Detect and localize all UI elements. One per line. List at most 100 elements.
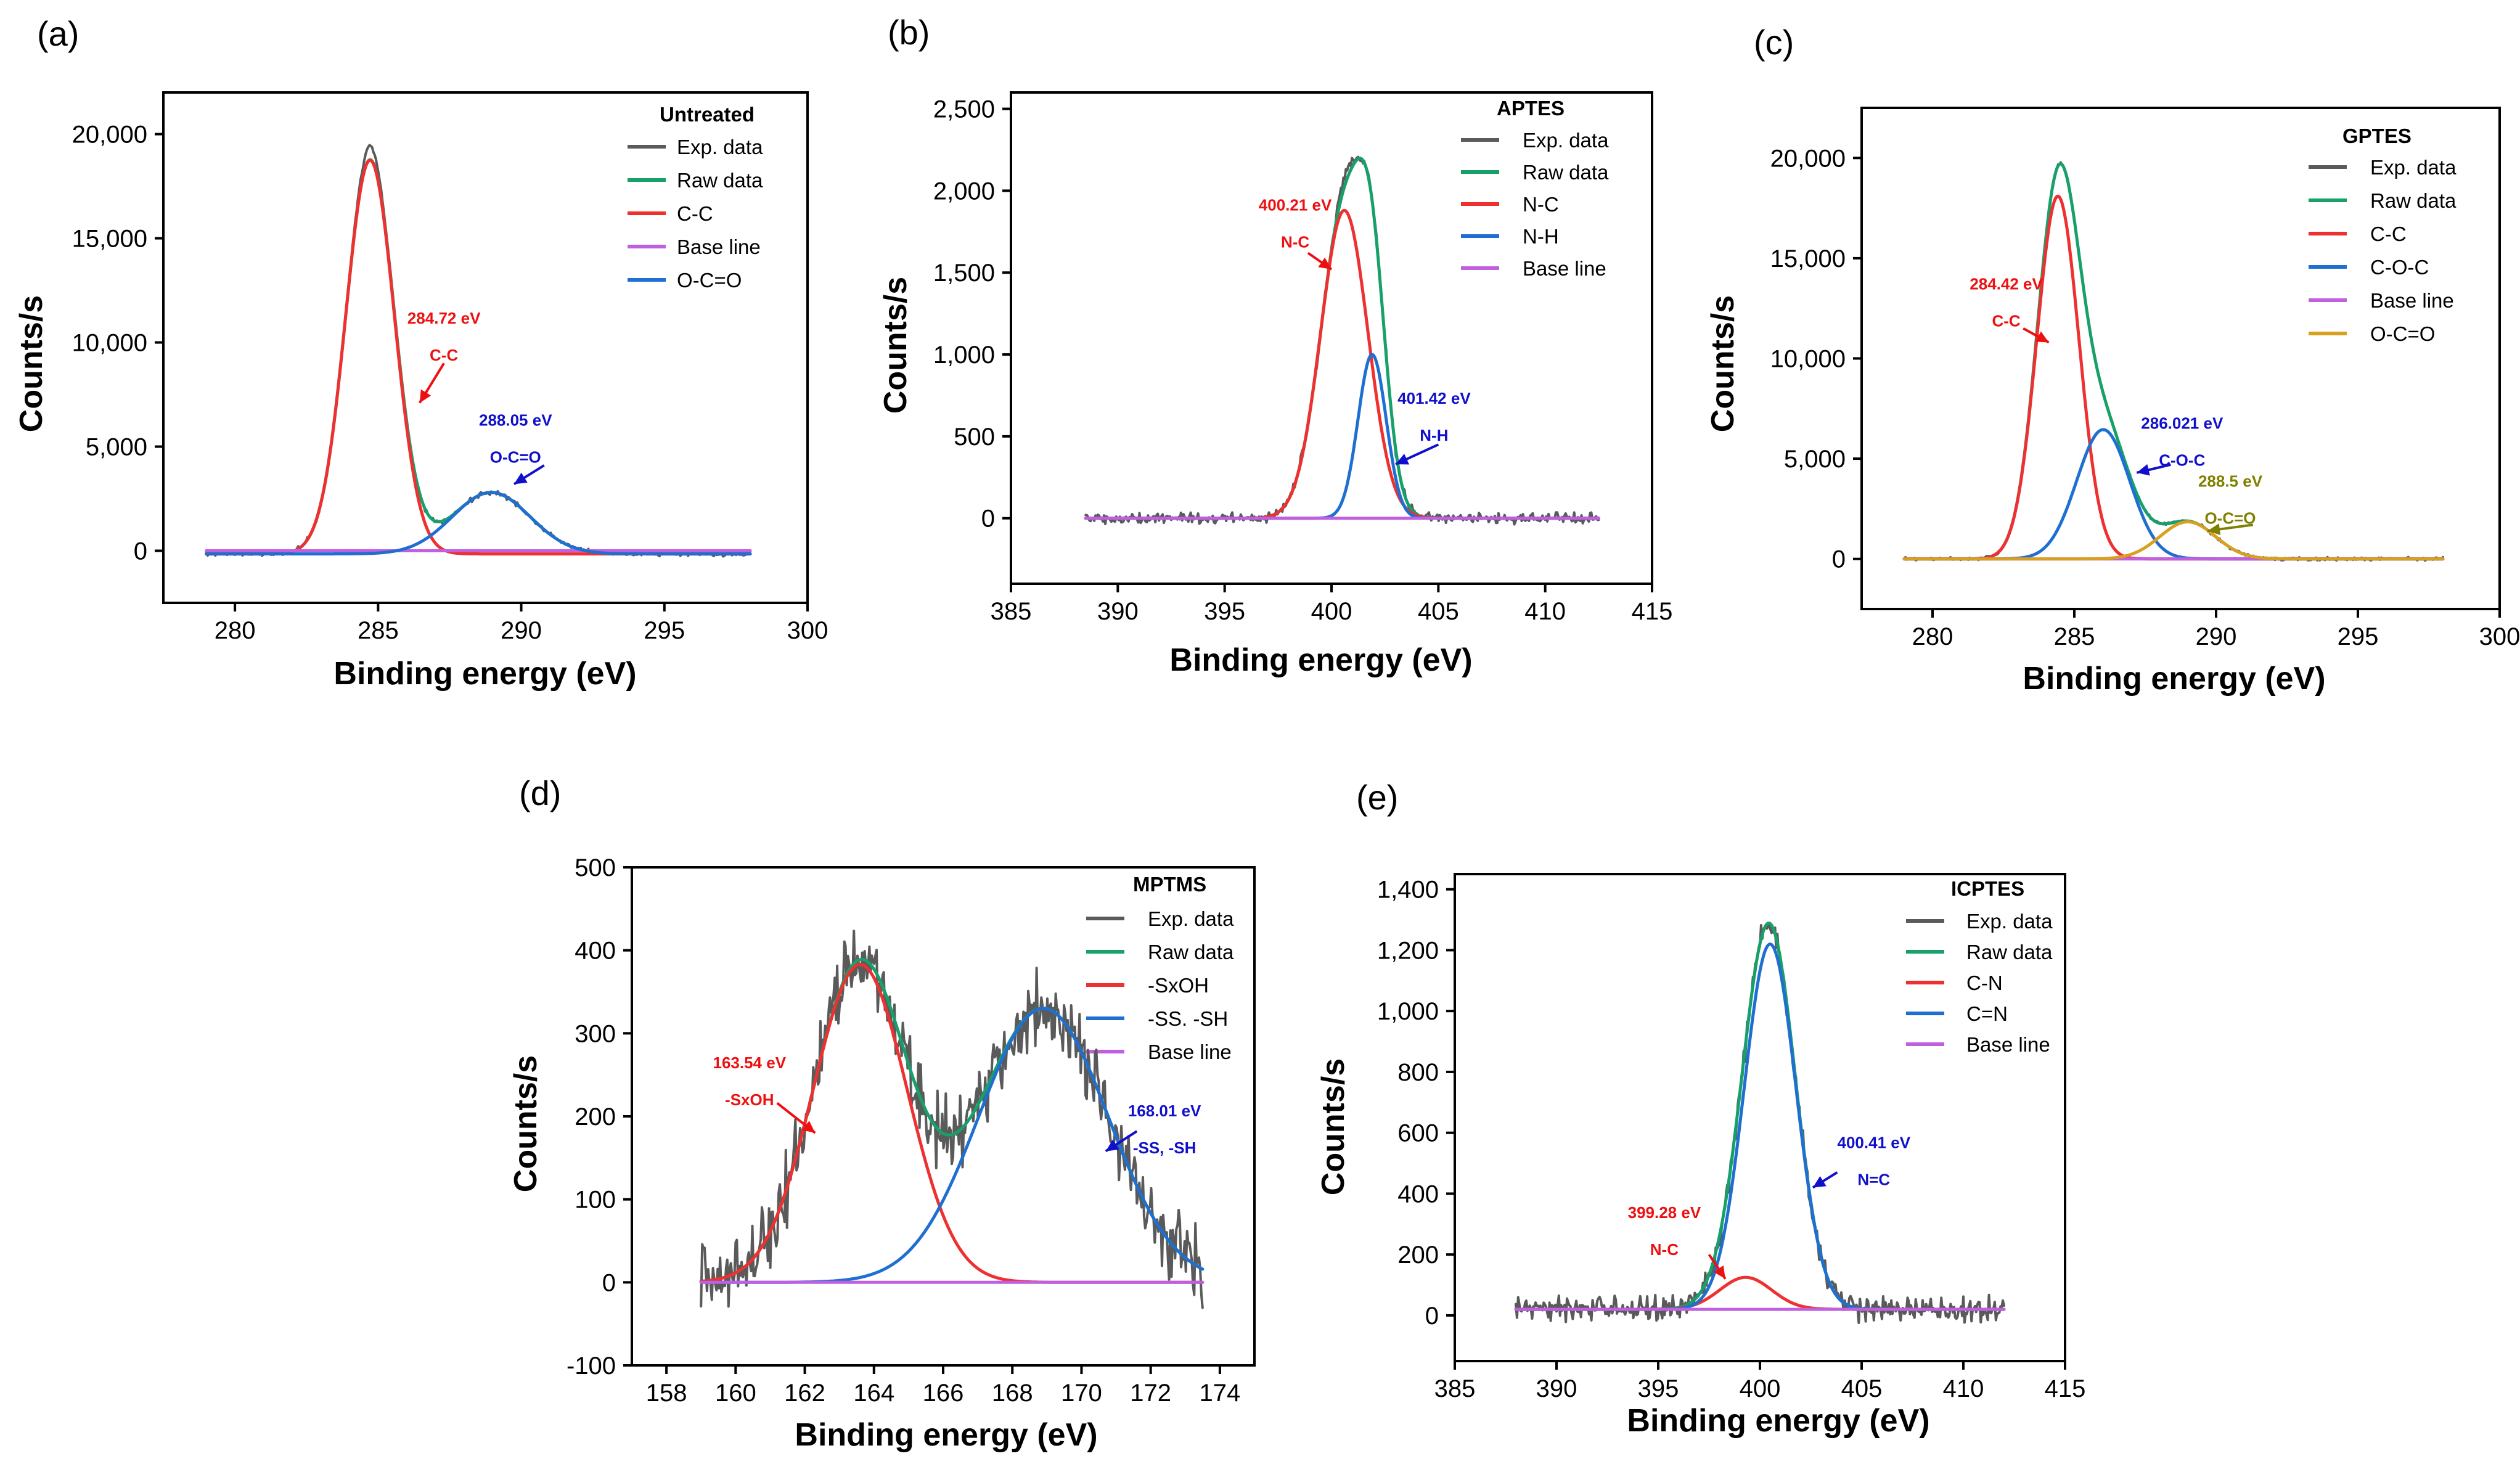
annotation-arrowhead — [2207, 523, 2221, 536]
y-tick-label: 200 — [1397, 1241, 1439, 1269]
annotation-bond: N-C — [1650, 1240, 1679, 1259]
legend-label-o-c-o: O-C=O — [2370, 322, 2435, 345]
panel-e-plot: 385 390 395 400 405 410 415 0 200 400 600 800 1,000 1… — [1377, 873, 2085, 1402]
legend-label-raw-data: Raw data — [677, 169, 763, 192]
panel-b-legend-title: APTES — [1497, 97, 1565, 120]
x-tick-label: 405 — [1418, 598, 1459, 625]
annotation-bond: N-H — [1420, 426, 1448, 444]
x-tick-label: 400 — [1311, 598, 1352, 625]
y-tick-label: 2,500 — [933, 96, 995, 123]
legend-label-o-c-o: O-C=O — [677, 269, 742, 292]
x-tick-label: 300 — [787, 617, 828, 644]
panel-d-legend-title: MPTMS — [1133, 873, 1206, 896]
annotation-arrowhead — [513, 472, 528, 485]
y-tick-label: 500 — [954, 423, 995, 451]
y-tick-label: 10,000 — [72, 330, 147, 357]
series-n-h — [1084, 353, 1600, 520]
y-tick-label: 10,000 — [1770, 346, 1846, 373]
annotation-arrowhead — [2035, 331, 2049, 343]
panel-c-label: (c) — [1754, 23, 1794, 62]
panel-c-xlabel: Binding energy (eV) — [2023, 661, 2325, 697]
panel-c-ylabel: Counts/s — [1705, 295, 1741, 432]
panel-d-xlabel: Binding energy (eV) — [795, 1417, 1097, 1453]
panel-d-plot: 158 160 162 164 166 168 170 172 174 -100 0 100 200 30… — [567, 854, 1256, 1407]
y-tick-label: 5,000 — [86, 434, 147, 461]
panel-d: (d) Counts/s Binding energy (eV) MPTMS E… — [508, 774, 1234, 1453]
legend-label-raw-data: Raw data — [1523, 161, 1609, 184]
legend-label-exp-data: Exp. data — [1966, 910, 2053, 933]
y-tick-label: 400 — [575, 938, 616, 965]
panel-e-legend-title: ICPTES — [1951, 877, 2024, 900]
x-tick-label: 395 — [1638, 1375, 1679, 1402]
panel-c-legend-title: GPTES — [2342, 125, 2412, 147]
y-tick-label: 1,200 — [1377, 937, 1439, 964]
annotation-arrowhead — [2137, 464, 2150, 476]
y-tick-label: 1,000 — [933, 341, 995, 369]
annotation-bond: -SxOH — [725, 1090, 774, 1109]
series-exp-data — [700, 930, 1204, 1309]
y-tick-label: 15,000 — [72, 226, 147, 253]
y-tick-label: 100 — [575, 1187, 616, 1214]
x-tick-label: 400 — [1740, 1375, 1781, 1402]
legend-label-ss-sh: -SS. -SH — [1148, 1007, 1228, 1030]
legend-label-exp-data: Exp. data — [1523, 129, 1609, 152]
y-tick-label: -100 — [567, 1352, 616, 1380]
x-tick-label: 280 — [1912, 623, 1953, 650]
legend-label-raw-data: Raw data — [1966, 941, 2053, 963]
x-tick-label: 290 — [2196, 623, 2237, 650]
annotation-energy: 163.54 eV — [713, 1053, 786, 1072]
annotation-bond: N-C — [1281, 232, 1309, 251]
panel-a-legend-title: Untreated — [660, 103, 755, 126]
y-tick-label: 2,000 — [933, 178, 995, 205]
panel-a: (a) Counts/s Binding energy (eV) Untreat… — [14, 14, 763, 692]
annotation-arrowhead — [1812, 1176, 1827, 1188]
panel-d-ylabel: Counts/s — [508, 1055, 544, 1192]
plot-frame — [162, 91, 809, 604]
legend-label-exp-data: Exp. data — [677, 136, 763, 158]
annotation-bond: C-C — [1992, 311, 2020, 330]
legend-label-raw-data: Raw data — [2370, 189, 2457, 212]
x-tick-label: 410 — [1524, 598, 1566, 625]
series-raw-data — [1902, 162, 2445, 561]
x-tick-label: 405 — [1841, 1375, 1883, 1402]
panel-a-legend: Exp. data Raw data C-C Base line O-C=O — [628, 136, 763, 292]
series-sxoh — [699, 963, 1205, 1284]
x-tick-label: 385 — [991, 598, 1032, 625]
annotation-arrowhead — [801, 1121, 816, 1133]
annotation-energy: 288.5 eV — [2198, 472, 2263, 491]
legend-label-c-c: C-C — [677, 202, 713, 225]
y-tick-label: 1,500 — [933, 260, 995, 287]
y-tick-label: 20,000 — [1770, 145, 1846, 172]
annotation-energy: 401.42 eV — [1397, 389, 1471, 407]
panel-b: (b) Counts/s Binding energy (eV) APTES E… — [878, 13, 1609, 678]
x-tick-label: 300 — [2479, 623, 2520, 650]
x-tick-label: 168 — [992, 1380, 1033, 1407]
x-tick-label: 160 — [715, 1380, 756, 1407]
panel-c: (c) Counts/s Binding energy (eV) GPTES E… — [1705, 23, 2457, 697]
y-tick-label: 500 — [575, 854, 616, 881]
panel-b-legend: Exp. data Raw data N-C N-H Base line — [1461, 129, 1609, 280]
annotation-arrowhead — [1318, 257, 1332, 269]
panel-e-xlabel: Binding energy (eV) — [1627, 1403, 1929, 1439]
annotation-energy: 399.28 eV — [1628, 1203, 1701, 1222]
x-tick-label: 395 — [1204, 598, 1245, 625]
annotation-energy: 286.021 eV — [2141, 414, 2223, 432]
panel-a-ylabel: Counts/s — [14, 295, 49, 432]
annotation-bond: -SS, -SH — [1133, 1139, 1197, 1157]
legend-label-base-line: Base line — [1148, 1041, 1232, 1063]
y-tick-label: 400 — [1397, 1180, 1439, 1208]
x-tick-label: 385 — [1434, 1375, 1476, 1402]
annotation-arrowhead — [1105, 1139, 1119, 1151]
annotation-arrowhead — [419, 389, 432, 403]
annotation-energy: 400.21 eV — [1259, 195, 1332, 214]
annotation-energy: 400.41 eV — [1838, 1133, 1911, 1151]
x-tick-label: 390 — [1097, 598, 1139, 625]
legend-label-base-line: Base line — [1523, 257, 1606, 280]
y-tick-label: 800 — [1397, 1059, 1439, 1086]
y-tick-label: 20,000 — [72, 121, 147, 149]
y-tick-label: 0 — [1425, 1302, 1439, 1330]
annotation-arrowhead — [1713, 1265, 1725, 1279]
panel-c-legend: Exp. data Raw data C-C C-O-C Base line O… — [2309, 156, 2457, 345]
annotation-energy: 284.42 eV — [1970, 274, 2043, 293]
series-o-c-o — [1902, 520, 2445, 561]
